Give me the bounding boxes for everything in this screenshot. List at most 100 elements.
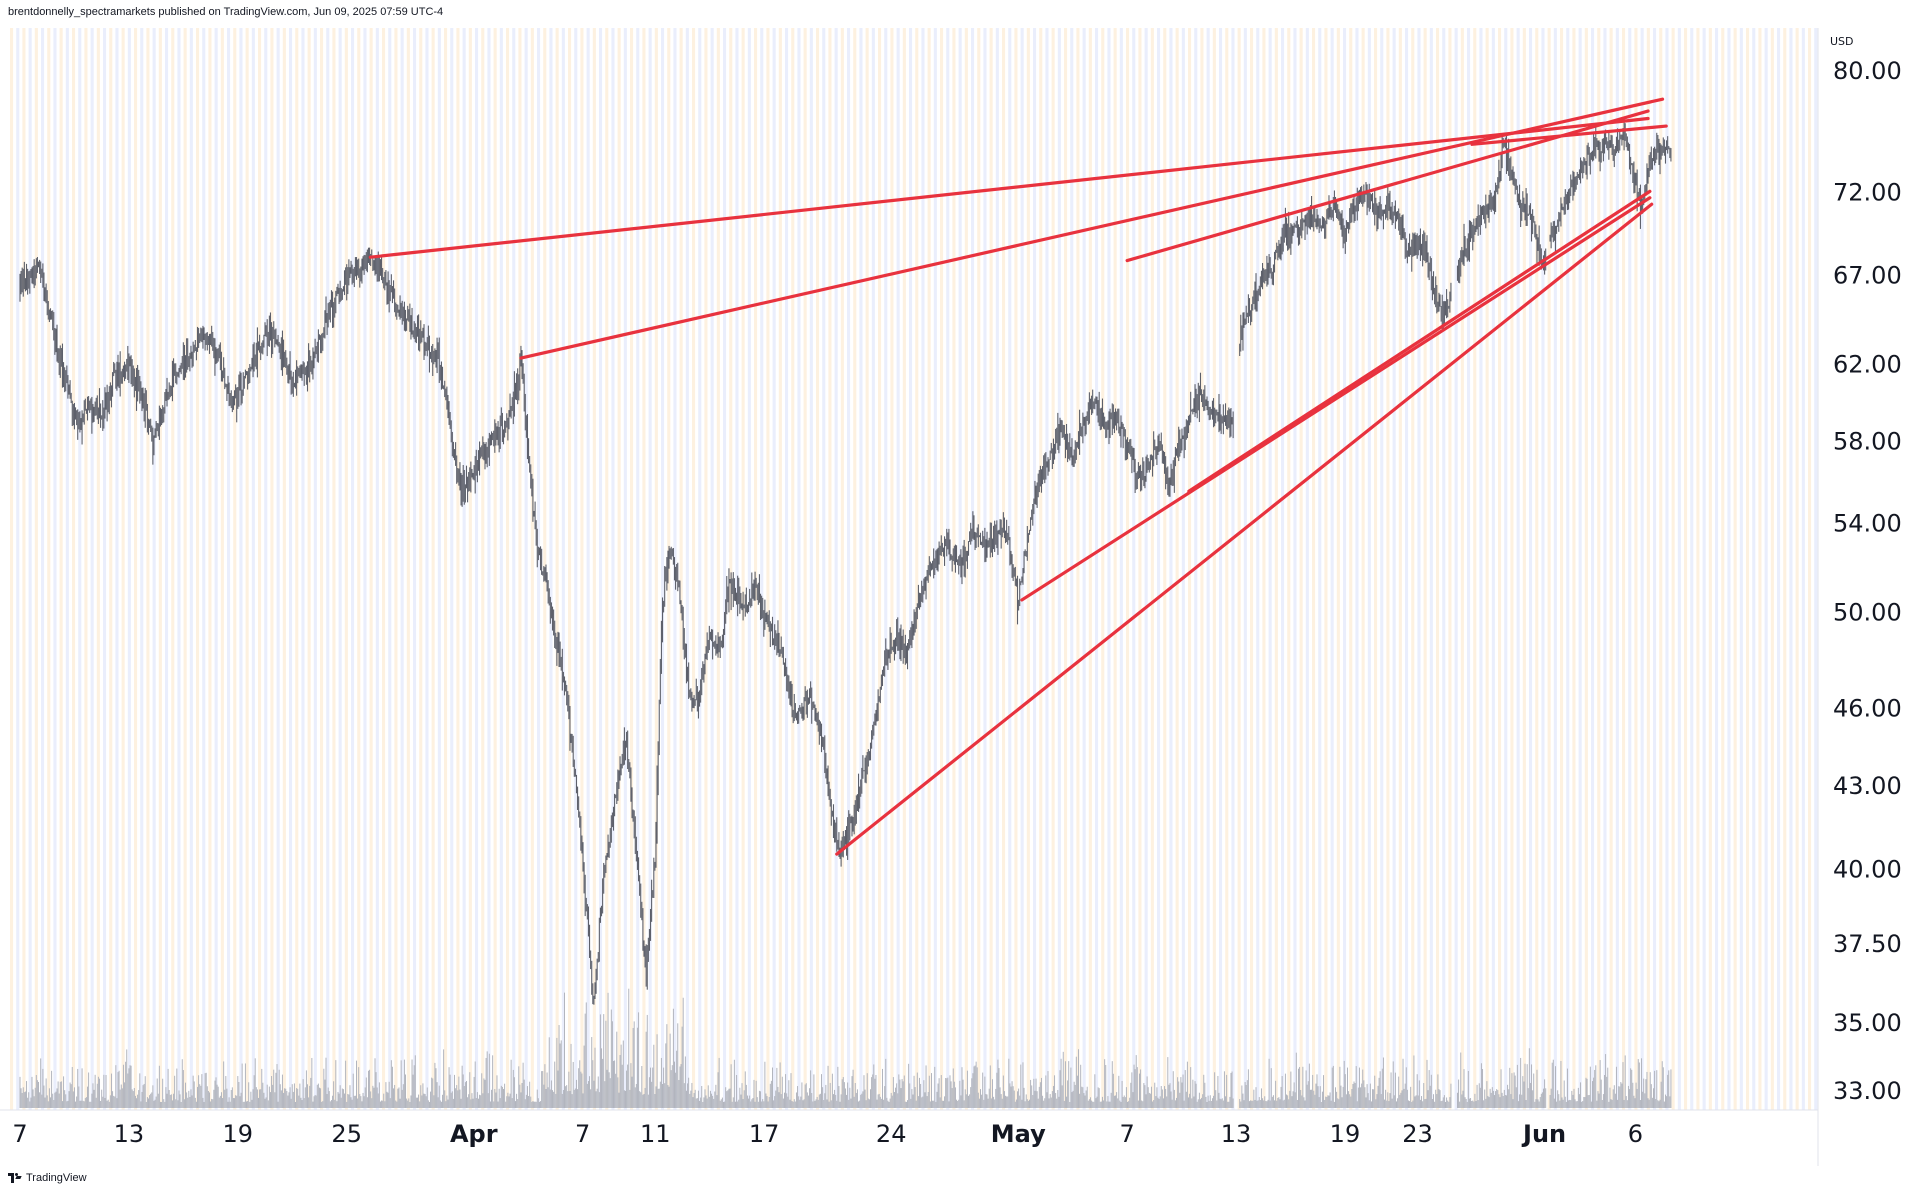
day-stripe	[22, 28, 26, 1110]
day-stripe	[1479, 28, 1483, 1110]
day-stripe	[785, 28, 789, 1110]
price-tick-label: 80.00	[1833, 57, 1902, 85]
trendline[interactable]	[1187, 189, 1652, 493]
date-tick-label: 6	[1628, 1120, 1643, 1148]
trendline[interactable]	[1470, 124, 1668, 146]
day-stripe	[1256, 28, 1260, 1110]
day-stripe	[84, 28, 88, 1110]
day-stripe	[1628, 28, 1632, 1110]
publication-attribution: brentdonnelly_spectramarkets published o…	[8, 6, 444, 18]
day-stripe	[580, 28, 584, 1110]
day-stripe	[1324, 28, 1328, 1110]
price-tick-label: 40.00	[1833, 855, 1902, 883]
day-stripe	[1764, 28, 1768, 1110]
day-stripe	[251, 28, 255, 1110]
day-stripe	[648, 28, 652, 1110]
day-stripe	[1659, 28, 1663, 1110]
day-stripe	[1808, 28, 1812, 1110]
day-stripe	[183, 28, 187, 1110]
price-tick-label: 62.00	[1833, 351, 1902, 379]
day-stripe	[549, 28, 553, 1110]
trendline[interactable]	[835, 202, 1654, 856]
time-axis[interactable]: 7 13 19 25 Apr 7 11 17 24 May 7 13 19 23 Jun 6	[12, 1120, 1643, 1148]
day-stripe	[735, 28, 739, 1110]
day-stripe	[611, 28, 615, 1110]
day-stripe	[1274, 28, 1278, 1110]
price-tick-label: 33.00	[1833, 1077, 1902, 1105]
day-stripe	[741, 28, 745, 1110]
day-stripe	[803, 28, 807, 1110]
day-stripe	[1566, 28, 1570, 1110]
trendlines[interactable]	[368, 97, 1668, 856]
day-stripe	[239, 28, 243, 1110]
trendline[interactable]	[368, 116, 1650, 259]
day-stripe	[1312, 28, 1316, 1110]
day-stripe	[282, 28, 286, 1110]
day-stripe	[487, 28, 491, 1110]
day-stripe	[468, 28, 472, 1110]
day-stripe	[915, 28, 919, 1110]
trendline[interactable]	[519, 97, 1665, 360]
day-stripe	[1473, 28, 1477, 1110]
day-stripe	[716, 28, 720, 1110]
day-stripe	[28, 28, 32, 1110]
day-stripe	[1467, 28, 1471, 1110]
day-stripe	[462, 28, 466, 1110]
date-tick-label: 23	[1402, 1120, 1433, 1148]
day-stripe	[729, 28, 733, 1110]
day-stripe	[617, 28, 621, 1110]
day-stripe	[1367, 28, 1371, 1110]
day-stripe	[134, 28, 138, 1110]
day-stripe	[958, 28, 962, 1110]
day-stripe	[1175, 28, 1179, 1110]
price-tick-label: 58.00	[1833, 427, 1902, 455]
day-stripe	[444, 28, 448, 1110]
footer-brand: TradingView	[26, 1172, 87, 1184]
day-stripe	[363, 28, 367, 1110]
day-stripe	[1789, 28, 1793, 1110]
day-stripe	[1690, 28, 1694, 1110]
day-stripe	[10, 28, 14, 1110]
day-stripe	[1510, 28, 1514, 1110]
day-stripe	[791, 28, 795, 1110]
price-axis[interactable]: 80.00 72.00 67.00 62.00 58.00 54.00 50.00 46.00…	[1833, 57, 1902, 1105]
day-stripe	[233, 28, 237, 1110]
day-stripe	[1677, 28, 1681, 1110]
month-tick-label: Jun	[1521, 1120, 1566, 1148]
date-tick-label: 7	[1120, 1120, 1135, 1148]
day-stripe	[1386, 28, 1390, 1110]
day-stripe	[921, 28, 925, 1110]
day-stripe	[1318, 28, 1322, 1110]
day-stripe	[1343, 28, 1347, 1110]
day-stripe	[1522, 28, 1526, 1110]
day-stripe	[1733, 28, 1737, 1110]
date-tick-label: 7	[12, 1120, 27, 1148]
day-stripe	[301, 28, 305, 1110]
day-stripe	[1349, 28, 1353, 1110]
day-stripe	[1541, 28, 1545, 1110]
day-stripe	[834, 28, 838, 1110]
day-stripe	[1739, 28, 1743, 1110]
day-stripe	[890, 28, 894, 1110]
day-stripe	[896, 28, 900, 1110]
day-stripe	[1219, 28, 1223, 1110]
day-stripe	[1671, 28, 1675, 1110]
day-stripe	[344, 28, 348, 1110]
price-tick-label: 54.00	[1833, 510, 1902, 538]
day-stripe	[1206, 28, 1210, 1110]
day-stripe	[1336, 28, 1340, 1110]
day-stripe	[1653, 28, 1657, 1110]
day-stripe	[909, 28, 913, 1110]
day-stripe	[158, 28, 162, 1110]
day-stripe	[437, 28, 441, 1110]
day-stripe	[772, 28, 776, 1110]
day-stripe	[1262, 28, 1266, 1110]
day-stripe	[555, 28, 559, 1110]
day-stripe	[1020, 28, 1024, 1110]
trendline[interactable]	[1020, 196, 1652, 602]
currency-label: USD	[1830, 35, 1854, 48]
day-stripe	[871, 28, 875, 1110]
date-tick-label: 7	[575, 1120, 590, 1148]
day-stripe	[1163, 28, 1167, 1110]
